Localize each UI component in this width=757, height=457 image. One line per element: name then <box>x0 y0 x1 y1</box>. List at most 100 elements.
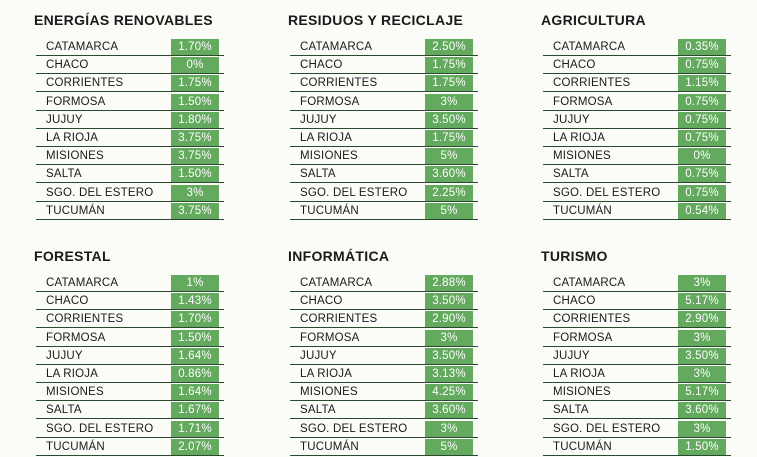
province-name: LA RIOJA <box>46 131 99 144</box>
table-row: CATAMARCA 1.70% <box>36 39 224 56</box>
rate-value: 3.50% <box>425 293 473 310</box>
rate-value: 5% <box>425 202 473 219</box>
rate-value: 3% <box>425 329 473 346</box>
table-row: CHACO 0.75% <box>543 57 731 75</box>
table-row: CHACO 5.17% <box>543 293 731 311</box>
province-name: TUCUMÁN <box>300 204 359 217</box>
province-name: JUJUY <box>553 113 590 126</box>
table-row: CHACO 1.43% <box>36 293 224 311</box>
table-row: FORMOSA 3% <box>290 329 478 347</box>
rate-value: 5% <box>425 148 473 165</box>
rate-value: 1.75% <box>425 129 473 146</box>
province-name: CHACO <box>300 59 343 72</box>
table-row: JUJUY 3.50% <box>290 111 478 129</box>
table-row: TUCUMÁN 5% <box>290 202 478 220</box>
province-name: CORRIENTES <box>553 313 631 326</box>
table-row: CATAMARCA 0.35% <box>543 39 731 56</box>
province-name: TUCUMÁN <box>46 204 105 217</box>
province-name: CATAMARCA <box>553 41 626 53</box>
table-row: LA RIOJA 3.75% <box>36 129 224 147</box>
rate-value: 1.75% <box>425 75 473 92</box>
province-name: CHACO <box>553 295 596 308</box>
table-row: CORRIENTES 2.90% <box>543 311 731 329</box>
rate-value: 0.86% <box>171 365 219 382</box>
table-row: MISIONES 3.75% <box>36 148 224 166</box>
province-name: FORMOSA <box>46 95 106 108</box>
rate-value: 1.80% <box>171 111 219 128</box>
table-row: CHACO 0% <box>36 57 224 75</box>
table-row: CATAMARCA 1% <box>36 275 224 292</box>
province-name: SALTA <box>46 404 82 417</box>
table-row: SGO. DEL ESTERO 3% <box>290 420 478 438</box>
table-row: LA RIOJA 0.75% <box>543 129 731 147</box>
table-row: MISIONES 1.64% <box>36 384 224 402</box>
province-name: FORMOSA <box>300 95 360 108</box>
province-name: FORMOSA <box>553 331 613 344</box>
province-name: FORMOSA <box>300 331 360 344</box>
rate-value: 1.75% <box>425 57 473 74</box>
table-row: MISIONES 5.17% <box>543 384 731 402</box>
table-row: CORRIENTES 2.90% <box>290 311 478 329</box>
rate-table: CATAMARCA 2.50% CHACO 1.75% CORRIENTES 1.75% F… <box>290 39 478 221</box>
table-row: FORMOSA 1.50% <box>36 329 224 347</box>
rate-value: 3.13% <box>425 365 473 382</box>
province-name: LA RIOJA <box>300 367 353 380</box>
province-name: CORRIENTES <box>300 313 378 326</box>
province-name: SGO. DEL ESTERO <box>46 186 154 199</box>
table-row: SALTA 1.67% <box>36 402 224 420</box>
panel-title: ENERGÍAS RENOVABLES <box>34 12 213 28</box>
table-row: CORRIENTES 1.75% <box>36 75 224 93</box>
table-row: FORMOSA 3% <box>290 93 478 111</box>
rate-value: 1.67% <box>171 402 219 419</box>
rate-value: 0.75% <box>678 184 726 201</box>
rate-value: 2.90% <box>678 311 726 328</box>
province-name: SALTA <box>553 404 589 417</box>
table-row: FORMOSA 3% <box>543 329 731 347</box>
rate-value: 3.50% <box>678 347 726 364</box>
rate-value: 5.17% <box>678 384 726 401</box>
table-row: CATAMARCA 2.50% <box>290 39 478 56</box>
province-name: FORMOSA <box>46 331 106 344</box>
table-row: SGO. DEL ESTERO 3% <box>36 184 224 202</box>
province-name: SGO. DEL ESTERO <box>300 422 408 435</box>
province-name: TUCUMÁN <box>553 440 612 453</box>
province-name: FORMOSA <box>553 95 613 108</box>
table-row: TUCUMÁN 1.50% <box>543 438 731 456</box>
province-name: MISIONES <box>46 386 104 399</box>
table-row: TUCUMÁN 5% <box>290 438 478 456</box>
rate-value: 1.70% <box>171 39 219 55</box>
table-row: MISIONES 4.25% <box>290 384 478 402</box>
province-name: SALTA <box>300 404 336 417</box>
province-name: SALTA <box>46 168 82 181</box>
rate-value: 0.35% <box>678 39 726 55</box>
province-name: JUJUY <box>300 349 337 362</box>
province-name: MISIONES <box>553 150 611 163</box>
rate-value: 3.75% <box>171 129 219 146</box>
rate-value: 3% <box>678 275 726 291</box>
rate-value: 0.54% <box>678 202 726 219</box>
rate-table: CATAMARCA 2.88% CHACO 3.50% CORRIENTES 2.90% F… <box>290 275 478 457</box>
table-row: SGO. DEL ESTERO 2.25% <box>290 184 478 202</box>
table-row: CATAMARCA 3% <box>543 275 731 292</box>
province-name: CATAMARCA <box>300 277 373 289</box>
rate-value: 0.75% <box>678 166 726 183</box>
rate-table: CATAMARCA 1% CHACO 1.43% CORRIENTES 1.70% FORM… <box>36 275 224 457</box>
rate-value: 2.90% <box>425 311 473 328</box>
table-row: CORRIENTES 1.70% <box>36 311 224 329</box>
province-name: CORRIENTES <box>553 77 631 90</box>
rate-value: 3.50% <box>425 347 473 364</box>
rate-value: 1.50% <box>171 93 219 110</box>
rate-value: 0.75% <box>678 111 726 128</box>
province-name: LA RIOJA <box>553 367 606 380</box>
province-name: SALTA <box>300 168 336 181</box>
province-name: MISIONES <box>300 150 358 163</box>
rate-value: 4.25% <box>425 384 473 401</box>
rate-value: 3% <box>425 420 473 437</box>
province-name: LA RIOJA <box>300 131 353 144</box>
province-name: TUCUMÁN <box>300 440 359 453</box>
province-name: TUCUMÁN <box>46 440 105 453</box>
panel-title: RESIDUOS Y RECICLAJE <box>288 12 464 28</box>
table-row: SALTA 1.50% <box>36 166 224 184</box>
rate-value: 3% <box>678 329 726 346</box>
panel-title: INFORMÁTICA <box>288 248 390 264</box>
